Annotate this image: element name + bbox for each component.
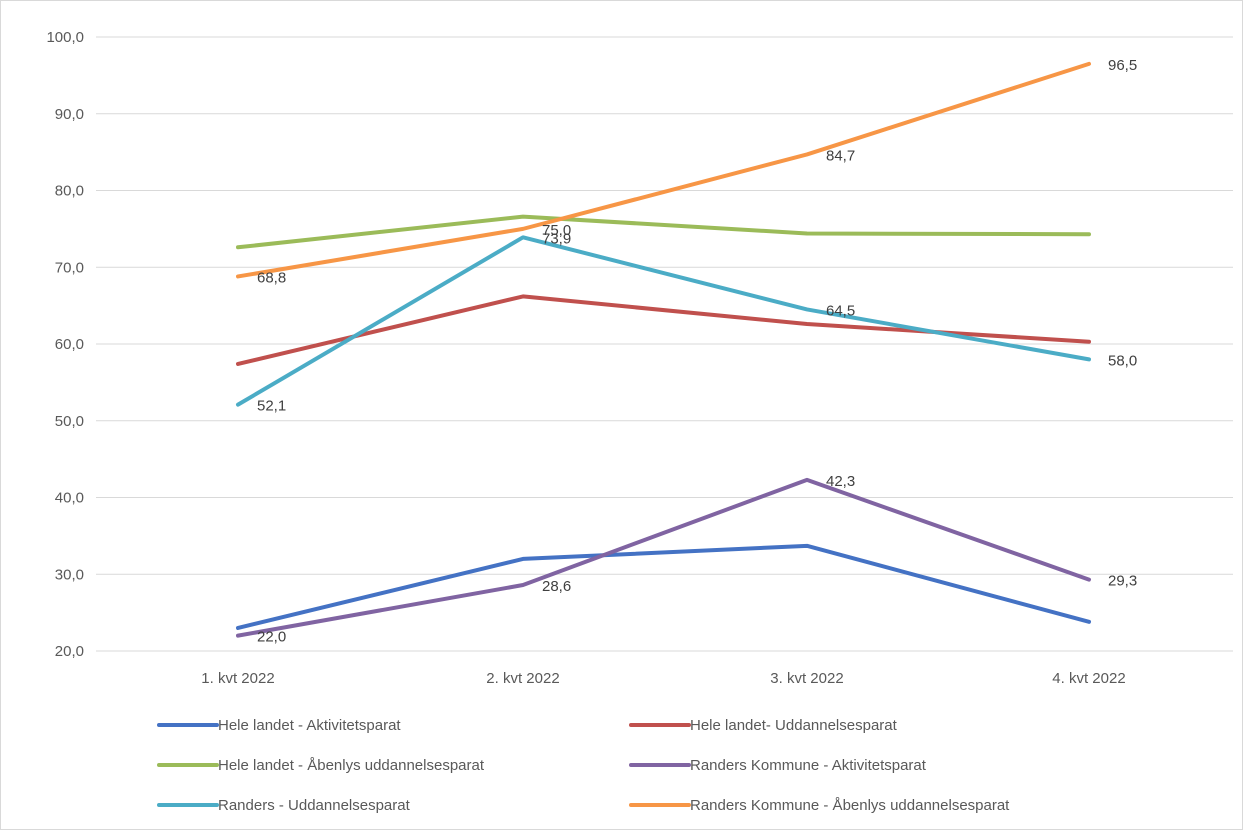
legend-entry: Hele landet - Åbenlys uddannelsesparat [218, 757, 485, 774]
data-label: 73,9 [542, 230, 571, 247]
series-line [236, 61, 1091, 279]
series-line [236, 543, 1091, 630]
data-label: 29,3 [1108, 573, 1137, 590]
data-label: 22,0 [257, 629, 286, 646]
data-label: 84,7 [826, 147, 855, 164]
legend-entry: Randers Kommune - Aktivitetsparat [690, 757, 927, 774]
x-axis-ticks: 1. kvt 2022 2. kvt 2022 3. kvt 2022 4. kvt … [201, 670, 1125, 687]
x-tick-label: 4. kvt 2022 [1052, 670, 1125, 687]
x-tick-label: 1. kvt 2022 [201, 670, 274, 687]
series-lines [236, 61, 1091, 638]
y-tick-label: 80,0 [55, 183, 84, 200]
x-tick-label: 3. kvt 2022 [770, 670, 843, 687]
data-label: 75,0 [542, 222, 571, 239]
y-tick-label: 30,0 [55, 566, 84, 583]
series-line [236, 477, 1091, 638]
series-line [236, 214, 1091, 250]
data-label: 52,1 [257, 398, 286, 415]
gridlines [96, 36, 1233, 652]
data-label: 64,5 [826, 302, 855, 319]
y-tick-label: 50,0 [55, 413, 84, 430]
y-tick-label: 70,0 [55, 259, 84, 276]
y-tick-label: 100,0 [46, 29, 84, 46]
y-tick-label: 20,0 [55, 643, 84, 660]
y-tick-label: 60,0 [55, 336, 84, 353]
series-line [236, 235, 1091, 407]
data-label: 28,6 [542, 578, 571, 595]
y-tick-label: 40,0 [55, 490, 84, 507]
y-axis-ticks: 20,0 30,0 40,0 50,0 60,0 70,0 80,0 90,0 100,0 [46, 29, 84, 660]
data-labels: 22,0 28,6 42,3 29,3 52,1 73,9 64,5 58,0 68,8 75,0… [257, 57, 1137, 646]
data-label: 96,5 [1108, 57, 1137, 74]
legend-entry: Randers - Uddannelsesparat [218, 797, 411, 814]
y-tick-label: 90,0 [55, 106, 84, 123]
data-label: 42,3 [826, 473, 855, 490]
data-label: 58,0 [1108, 352, 1137, 369]
data-label: 68,8 [257, 269, 286, 286]
x-tick-label: 2. kvt 2022 [486, 670, 559, 687]
legend-entry: Hele landet - Aktivitetsparat [218, 717, 401, 734]
legend: Hele landet - Aktivitetsparat Hele landet… [157, 717, 1010, 814]
legend-entry: Randers Kommune - Åbenlys uddannelsespar… [690, 797, 1010, 814]
legend-entry: Hele landet- Uddannelsesparat [690, 717, 898, 734]
